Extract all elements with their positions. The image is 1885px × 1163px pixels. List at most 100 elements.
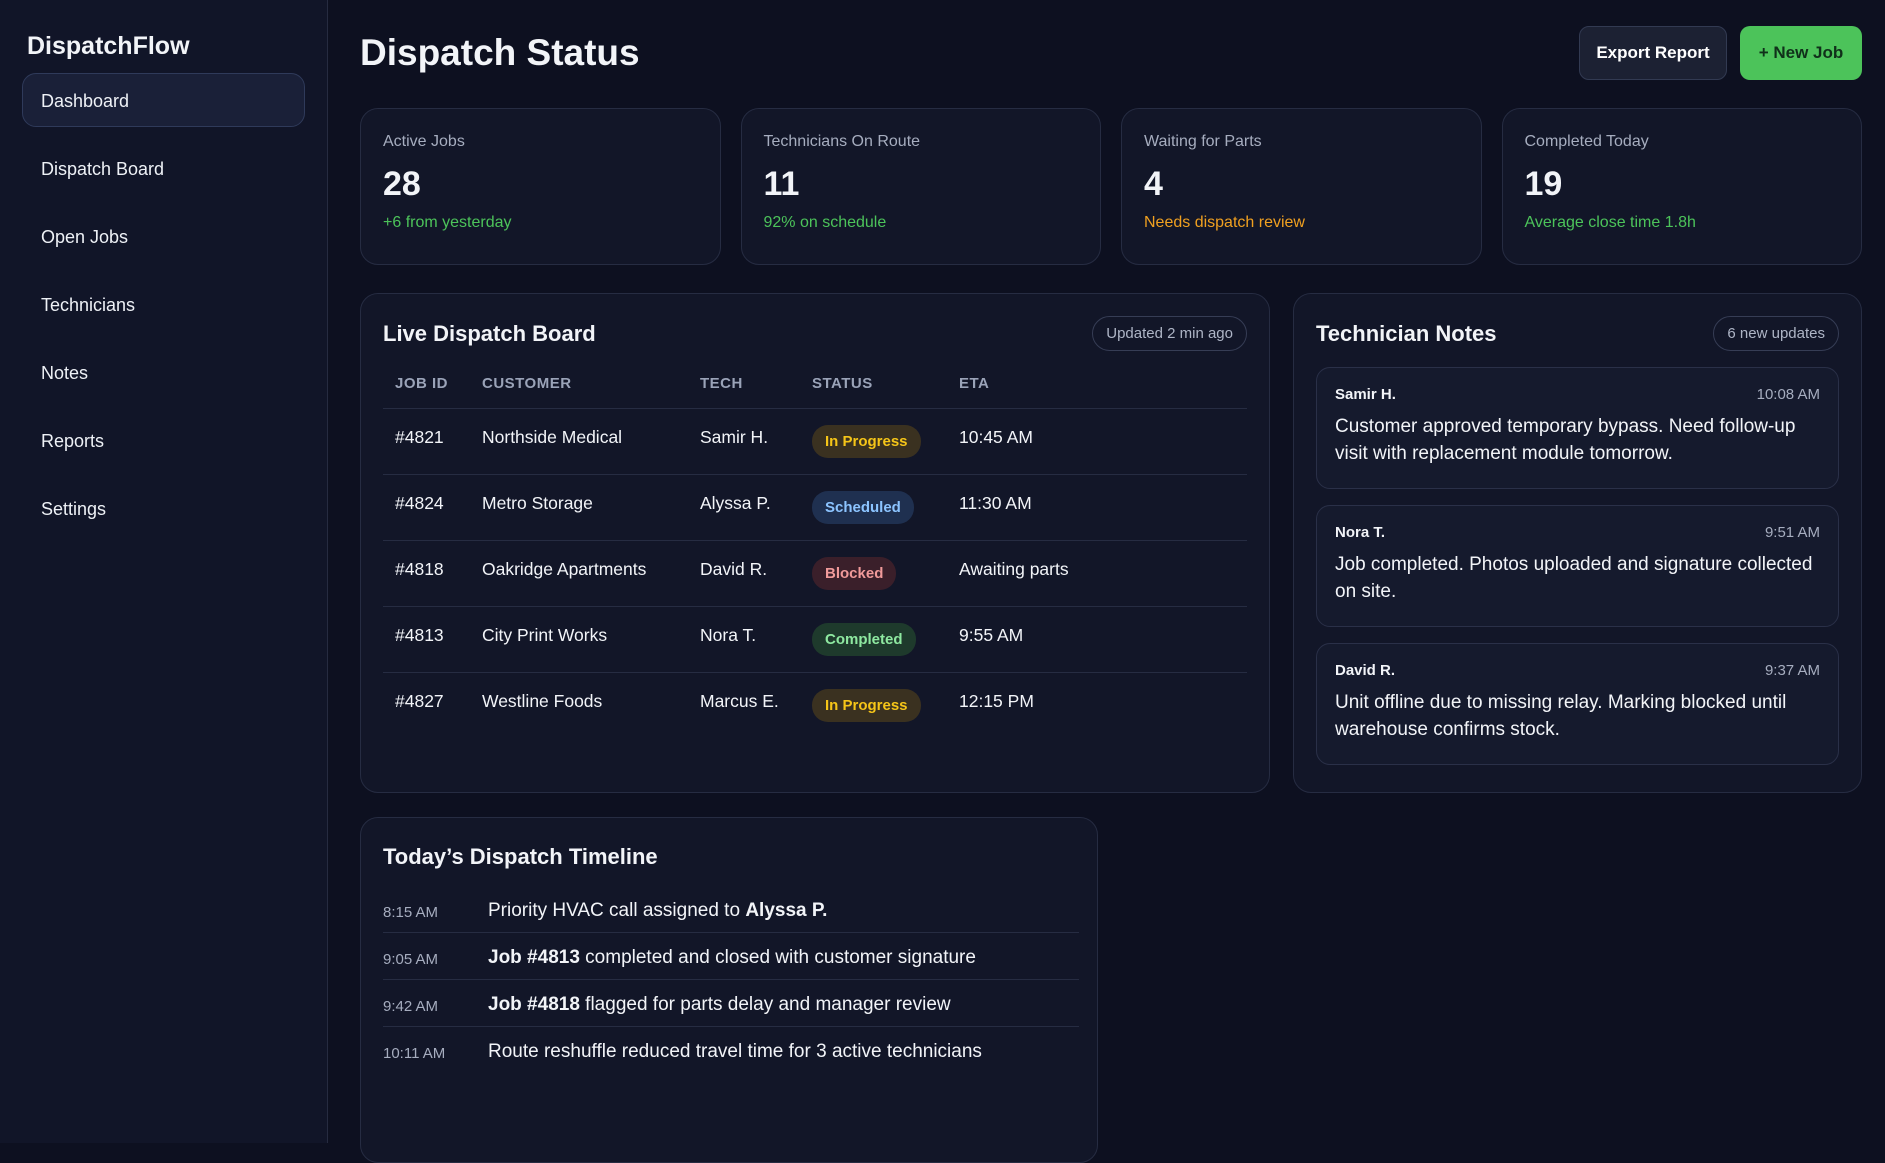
stat-card: Completed Today 19 Average close time 1.8h — [1501, 108, 1862, 265]
status-badge: In Progress — [812, 425, 921, 458]
stat-subtext: Needs dispatch review — [1144, 214, 1305, 231]
column-header: TECH — [700, 375, 743, 392]
dispatch-timeline: Today’s Dispatch Timeline 8:15 AM Priorit… — [360, 817, 1098, 1163]
sidebar-item-dispatch-board[interactable]: Dispatch Board — [41, 159, 165, 179]
note-text: Unit offline due to missing relay. Marki… — [1335, 692, 1787, 740]
notes-title: Technician Notes — [1316, 320, 1497, 346]
column-header: JOB ID — [395, 375, 449, 392]
table-row[interactable]: #4827 Westline Foods Marcus E. In Progress 1… — [383, 672, 1247, 739]
timeline-text-pre: Route reshuffle reduced travel time for … — [488, 1041, 982, 1062]
technician-notes: Technician Notes 6 new updates Samir H. 1… — [1293, 293, 1862, 793]
cell-status: Blocked — [800, 540, 947, 607]
cell-customer: City Print Works — [470, 606, 688, 673]
timeline-title: Today’s Dispatch Timeline — [383, 844, 658, 869]
timeline-item: 9:42 AM Job #4818 flagged for parts delay… — [383, 980, 1079, 1027]
status-badge: Scheduled — [812, 491, 914, 524]
status-badge: Completed — [812, 623, 916, 656]
stat-label: Waiting for Parts — [1144, 133, 1262, 150]
cell-eta: 10:45 AM — [947, 408, 1247, 475]
note-author: Nora T. — [1335, 524, 1386, 541]
stat-value: 4 — [1144, 165, 1163, 203]
sidebar-item-reports[interactable]: Reports — [41, 431, 105, 451]
new-job-button[interactable]: + New Job — [1740, 26, 1862, 80]
cell-status: Scheduled — [800, 474, 947, 541]
note-header: Nora T. 9:51 AM — [1335, 524, 1820, 541]
sidebar-item-dashboard[interactable]: Dashboard — [22, 73, 305, 127]
timeline-text-bold: Job #4813 — [488, 947, 580, 968]
note-header: Samir H. 10:08 AM — [1335, 386, 1820, 403]
column-header: ETA — [959, 375, 990, 392]
timeline-item: 9:05 AM Job #4813 completed and closed wi… — [383, 933, 1079, 980]
stat-value: 28 — [383, 165, 421, 203]
column-header: CUSTOMER — [482, 375, 572, 392]
note-time: 9:37 AM — [1764, 662, 1820, 679]
timeline-time: 8:15 AM — [383, 904, 439, 921]
cell-id: #4813 — [383, 606, 470, 673]
cell-customer: Oakridge Apartments — [470, 540, 688, 607]
cell-tech: Marcus E. — [688, 672, 800, 739]
table-row[interactable]: #4818 Oakridge Apartments David R. Blocked A… — [383, 540, 1247, 607]
cell-id: #4824 — [383, 474, 470, 541]
page-title: Dispatch Status — [360, 32, 640, 73]
note-time: 9:51 AM — [1764, 524, 1820, 541]
timeline-text-bold: Alyssa P. — [745, 900, 828, 921]
table-row[interactable]: #4813 City Print Works Nora T. Completed 9:5… — [383, 606, 1247, 673]
cell-id: #4818 — [383, 540, 470, 607]
stat-subtext: Average close time 1.8h — [1524, 214, 1696, 231]
note-header: David R. 9:37 AM — [1335, 662, 1820, 679]
new-updates-badge: 6 new updates — [1713, 316, 1839, 351]
board-title: Live Dispatch Board — [383, 320, 596, 346]
timeline-text: Job #4818 flagged for parts delay and ma… — [488, 994, 951, 1016]
cell-status: In Progress — [800, 408, 947, 475]
dispatch-table: JOB ID CUSTOMER TECH STATUS ETA #4821 Northsi… — [383, 375, 1247, 739]
cell-id: #4827 — [383, 672, 470, 739]
cell-tech: Nora T. — [688, 606, 800, 673]
note-card[interactable]: Nora T. 9:51 AM Job completed. Photos uplo… — [1316, 505, 1839, 627]
cell-eta: 9:55 AM — [947, 606, 1247, 673]
sidebar: DispatchFlow Dashboard Dispatch Board Open… — [0, 0, 328, 1143]
note-card[interactable]: David R. 9:37 AM Unit offline due to missi… — [1316, 643, 1839, 765]
brand-logo: DispatchFlow — [27, 32, 190, 60]
stat-card: Technicians On Route 11 92% on schedule — [740, 108, 1101, 265]
live-dispatch-board: Live Dispatch Board Updated 2 min ago JO… — [360, 293, 1270, 793]
note-text: Customer approved temporary bypass. Need… — [1335, 416, 1796, 464]
note-card[interactable]: Samir H. 10:08 AM Customer approved tempor… — [1316, 367, 1839, 489]
timeline-text: Priority HVAC call assigned to Alyssa P. — [488, 900, 827, 922]
stat-value: 19 — [1524, 165, 1563, 203]
timeline-text-post: completed and closed with customer signa… — [579, 947, 976, 968]
sidebar-item-technicians[interactable]: Technicians — [41, 295, 136, 315]
sidebar-item-settings[interactable]: Settings — [41, 499, 107, 519]
export-report-button[interactable]: Export Report — [1579, 26, 1727, 80]
table-row[interactable]: #4824 Metro Storage Alyssa P. Scheduled 11:3… — [383, 474, 1247, 541]
stat-label: Active Jobs — [383, 133, 465, 150]
cell-status: In Progress — [800, 672, 947, 739]
updated-badge: Updated 2 min ago — [1092, 316, 1247, 351]
column-header: STATUS — [812, 375, 873, 392]
stat-label: Technicians On Route — [763, 133, 921, 150]
cell-tech: David R. — [688, 540, 800, 607]
stat-label: Completed Today — [1524, 133, 1649, 150]
cell-eta: Awaiting parts — [947, 540, 1247, 607]
timeline-text-pre: Priority HVAC call assigned to — [488, 900, 746, 921]
sidebar-item-open-jobs[interactable]: Open Jobs — [41, 227, 129, 247]
note-author: Samir H. — [1335, 386, 1396, 403]
status-badge: In Progress — [812, 689, 921, 722]
stat-subtext: +6 from yesterday — [383, 214, 512, 231]
timeline-time: 10:11 AM — [383, 1045, 446, 1062]
stat-card: Active Jobs 28 +6 from yesterday — [360, 108, 721, 265]
cell-status: Completed — [800, 606, 947, 673]
cell-eta: 12:15 PM — [947, 672, 1247, 739]
cell-eta: 11:30 AM — [947, 474, 1247, 541]
timeline-time: 9:42 AM — [383, 998, 439, 1015]
sidebar-nav: Dashboard Dispatch Board Open Jobs Technici… — [22, 73, 305, 535]
note-author: David R. — [1335, 662, 1396, 679]
sidebar-item-notes[interactable]: Notes — [41, 363, 89, 383]
note-text: Job completed. Photos uploaded and signa… — [1335, 554, 1813, 602]
stat-card: Waiting for Parts 4 Needs dispatch review — [1121, 108, 1482, 265]
cell-tech: Samir H. — [688, 408, 800, 475]
table-row[interactable]: #4821 Northside Medical Samir H. In Progres… — [383, 408, 1247, 475]
timeline-item: 10:11 AM Route reshuffle reduced travel t… — [383, 1027, 1079, 1073]
status-badge: Blocked — [812, 557, 897, 590]
note-time: 10:08 AM — [1756, 386, 1820, 403]
stats-cards: Active Jobs 28 +6 from yesterday Technician… — [360, 108, 1862, 265]
